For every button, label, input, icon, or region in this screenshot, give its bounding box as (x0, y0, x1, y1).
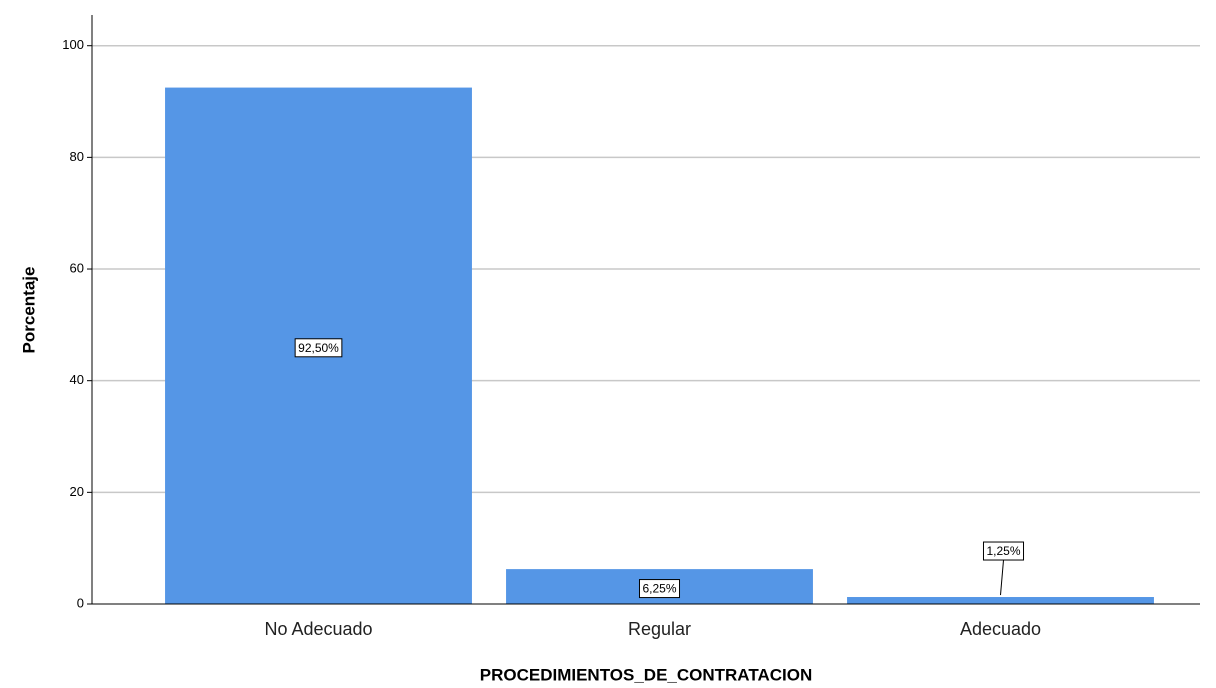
y-tick-label: 100 (62, 37, 84, 52)
x-tick-label: Adecuado (960, 619, 1041, 639)
leader-line (1000, 559, 1004, 596)
bar (847, 597, 1154, 604)
y-axis-title: Porcentaje (19, 267, 38, 354)
value-label: 6,25% (642, 582, 676, 596)
y-tick-label: 0 (77, 595, 84, 610)
value-label: 92,50% (298, 341, 339, 355)
value-label-box (294, 338, 343, 358)
x-axis-title: PROCEDIMIENTOS_DE_CONTRATACION (480, 665, 812, 684)
y-tick-label: 40 (70, 372, 84, 387)
y-tick-label: 60 (70, 260, 84, 275)
value-label: 1,25% (986, 544, 1020, 558)
y-tick-label: 20 (70, 484, 84, 499)
x-tick-label: No Adecuado (264, 619, 372, 639)
value-label-box (982, 541, 1025, 561)
x-tick-label: Regular (628, 619, 691, 639)
value-label-box (638, 579, 681, 599)
y-tick-label: 80 (70, 149, 84, 164)
